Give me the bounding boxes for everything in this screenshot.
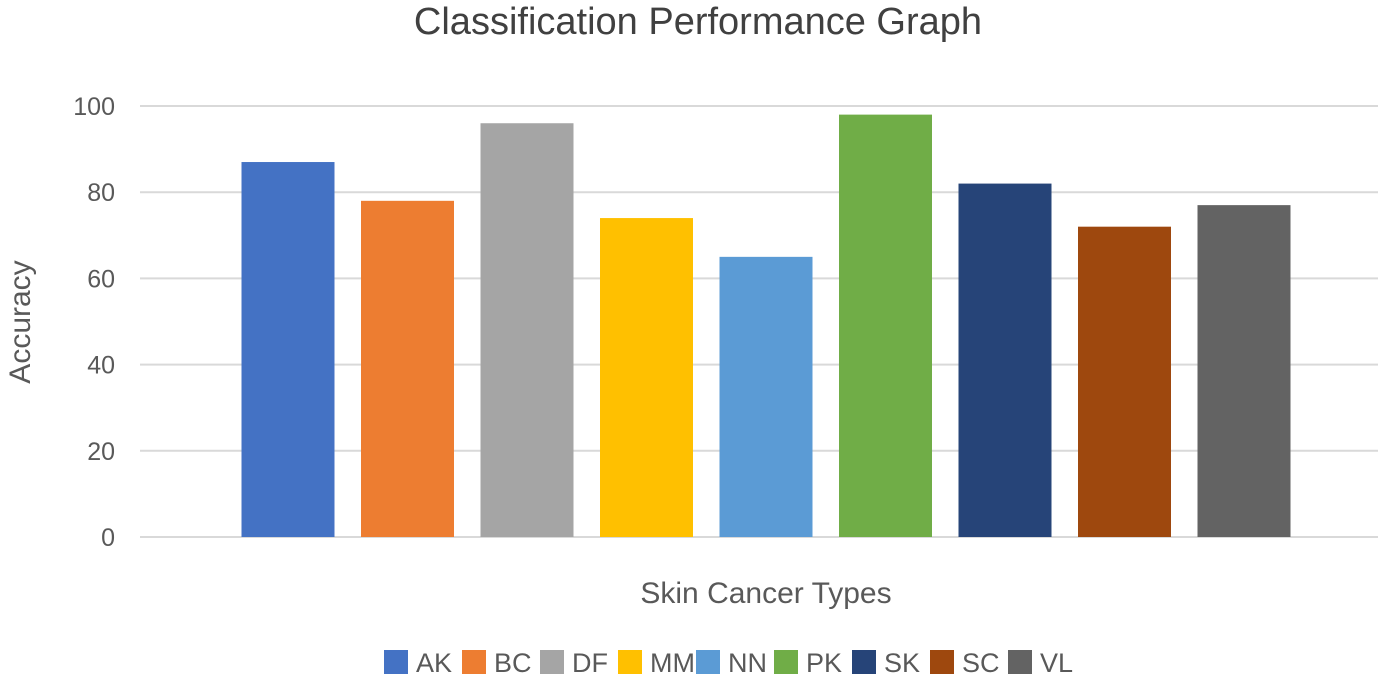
legend-item-nn: NN <box>696 648 767 678</box>
legend-item-vl: VL <box>1008 648 1073 678</box>
legend-swatch <box>540 650 564 674</box>
bar-bc <box>361 200 454 537</box>
bar-mm <box>600 218 693 537</box>
legend-label: MM <box>650 648 695 678</box>
bar-pk <box>839 114 932 538</box>
legend-label: SC <box>962 648 1000 678</box>
x-axis-title: Skin Cancer Types <box>640 577 891 610</box>
bar-ak <box>241 162 335 537</box>
bar-nn <box>719 256 813 537</box>
legend: AK BC DF MM NN PK SK SC VL <box>384 648 1073 678</box>
legend-label: BC <box>494 648 532 678</box>
legend-item-sc: SC <box>930 648 1000 678</box>
legend-item-bc: BC <box>462 648 532 678</box>
legend-item-ak: AK <box>384 648 452 678</box>
legend-item-pk: PK <box>774 648 842 678</box>
legend-swatch <box>852 650 876 674</box>
legend-item-sk: SK <box>852 648 920 678</box>
legend-label: VL <box>1040 648 1073 678</box>
bars <box>241 114 1291 538</box>
y-tick-label: 20 <box>87 438 115 466</box>
legend-label: AK <box>416 648 452 678</box>
y-tick-label: 100 <box>73 93 115 121</box>
bar-vl <box>1197 205 1291 537</box>
bar-df <box>480 123 574 538</box>
bar-sk <box>958 183 1052 537</box>
legend-swatch <box>1008 650 1032 674</box>
legend-swatch <box>384 650 408 674</box>
legend-label: PK <box>806 648 842 678</box>
chart-title: Classification Performance Graph <box>414 1 982 43</box>
y-axis-title: Accuracy <box>4 260 37 383</box>
legend-swatch <box>774 650 798 674</box>
legend-label: DF <box>572 648 608 678</box>
legend-swatch <box>462 650 486 674</box>
y-tick-label: 80 <box>87 179 115 207</box>
bar-sc <box>1078 226 1171 537</box>
legend-swatch <box>618 650 642 674</box>
y-tick-label: 60 <box>87 265 115 293</box>
y-tick-label: 0 <box>101 524 115 552</box>
legend-item-df: DF <box>540 648 608 678</box>
legend-label: NN <box>728 648 767 678</box>
legend-swatch <box>696 650 720 674</box>
y-axis-ticks: 0 20 40 60 80 100 <box>73 93 115 552</box>
legend-item-mm: MM <box>618 648 695 678</box>
legend-swatch <box>930 650 954 674</box>
legend-label: SK <box>884 648 920 678</box>
y-tick-label: 40 <box>87 352 115 380</box>
